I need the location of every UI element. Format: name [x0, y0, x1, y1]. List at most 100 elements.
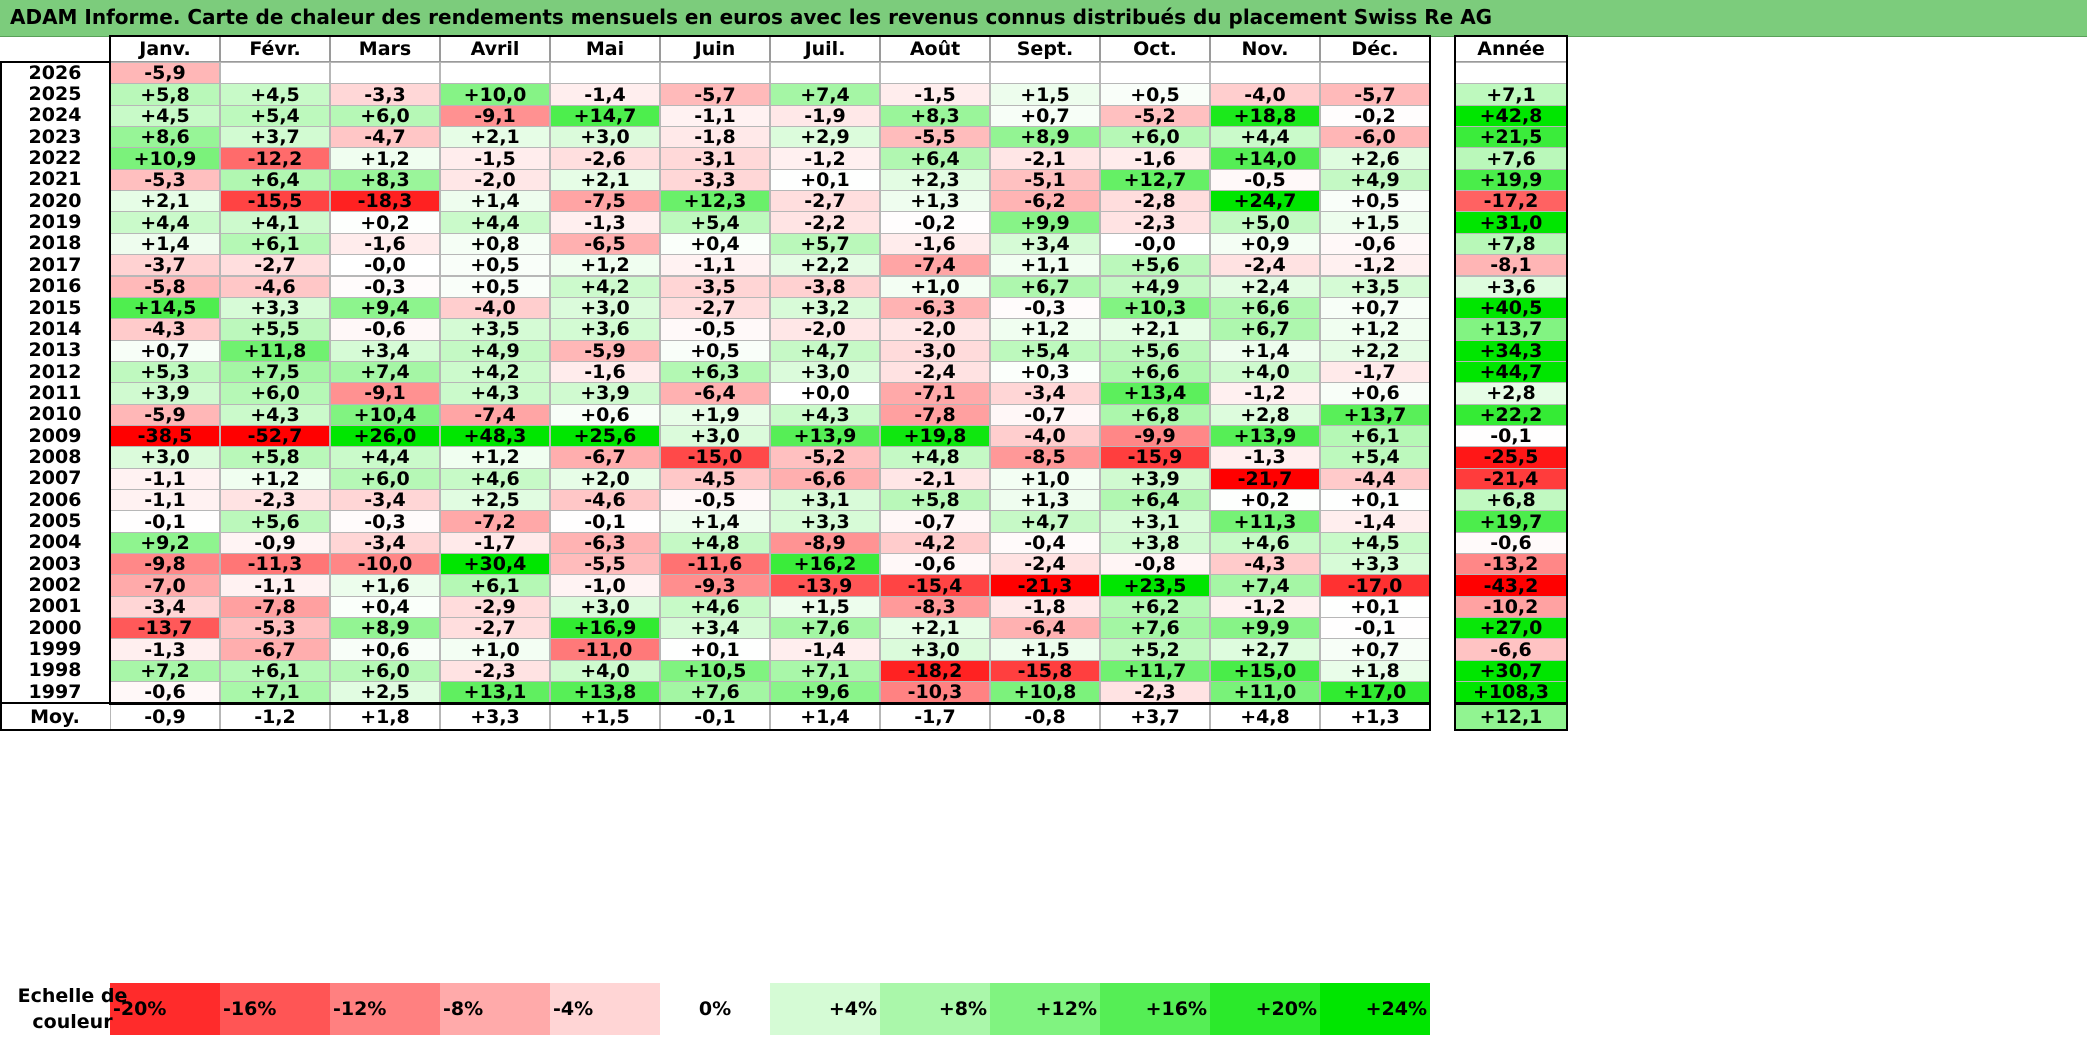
heatmap-cell: +3,2 — [770, 296, 880, 320]
heatmap-cell: -0,6 — [880, 553, 990, 576]
average-cell: +1,8 — [330, 703, 440, 730]
heatmap-cell: -0,8 — [1100, 553, 1210, 576]
heatmap-cell: +0,4 — [660, 232, 770, 256]
heatmap-cell: -2,4 — [990, 553, 1100, 576]
heatmap-cell: +4,3 — [440, 382, 550, 405]
heatmap-cell: +48,3 — [440, 424, 550, 448]
heatmap-cell: -8,9 — [770, 531, 880, 555]
heatmap-cell: +3,0 — [550, 595, 660, 619]
heatmap-cell: -2,4 — [880, 360, 990, 384]
heatmap-cell: +6,3 — [660, 360, 770, 384]
heatmap-cell — [220, 62, 330, 85]
row-year-label: 2007 — [28, 467, 82, 490]
heatmap-cell: +3,0 — [660, 424, 770, 448]
heatmap-cell — [1320, 62, 1430, 85]
annual-cell: +31,0 — [1455, 211, 1567, 234]
heatmap-cell: +4,5 — [110, 104, 220, 128]
heatmap-cell: +1,4 — [110, 232, 220, 256]
heatmap-cell: +5,3 — [110, 360, 220, 384]
heatmap-cell: -0,3 — [330, 510, 440, 533]
heatmap-cell: +2,5 — [440, 489, 550, 512]
heatmap-cell: -1,1 — [220, 574, 330, 597]
heatmap-cell: +3,3 — [220, 296, 330, 320]
row-year-label: 2014 — [28, 317, 82, 340]
heatmap-cell — [440, 62, 550, 85]
heatmap-cell: +7,4 — [1210, 574, 1320, 597]
heatmap-cell: +4,2 — [440, 360, 550, 384]
heatmap-cell: -6,7 — [220, 638, 330, 661]
heatmap-cell: +4,7 — [770, 339, 880, 362]
heatmap-cell: -6,4 — [660, 382, 770, 405]
heatmap-cell: +23,5 — [1100, 574, 1210, 597]
heatmap-cell: -10,0 — [330, 553, 440, 576]
heatmap-cell: -4,7 — [330, 126, 440, 149]
heatmap-cell: +4,6 — [1210, 531, 1320, 555]
heatmap-cell: +1,2 — [990, 318, 1100, 341]
heatmap-cell: -0,4 — [990, 531, 1100, 555]
heatmap-cell: +4,9 — [1100, 275, 1210, 298]
average-cell: -1,2 — [220, 703, 330, 730]
heatmap-cell: +0,7 — [1320, 638, 1430, 661]
heatmap-cell: -7,0 — [110, 574, 220, 597]
heatmap-cell: +16,2 — [770, 553, 880, 576]
heatmap-cell: +4,8 — [880, 446, 990, 469]
heatmap-cell: -1,8 — [660, 126, 770, 149]
heatmap-cell: +3,6 — [550, 318, 660, 341]
heatmap-cell: -1,0 — [550, 574, 660, 597]
row-year-label: 2005 — [28, 510, 82, 533]
heatmap-cell: +6,1 — [1320, 424, 1430, 448]
annual-cell: -10,2 — [1455, 595, 1567, 619]
heatmap-cell: -2,6 — [550, 147, 660, 170]
heatmap-cell: -1,4 — [1320, 510, 1430, 533]
title-bar: ADAM Informe. Carte de chaleur des rende… — [0, 0, 2087, 37]
heatmap-cell: -1,5 — [880, 83, 990, 106]
annual-cell: +21,5 — [1455, 126, 1567, 149]
heatmap-cell: +26,0 — [330, 424, 440, 448]
heatmap-cell: +11,0 — [1210, 681, 1320, 704]
heatmap-cell: +6,4 — [220, 168, 330, 192]
heatmap-cell: -4,0 — [440, 296, 550, 320]
annual-cell: -6,6 — [1455, 638, 1567, 661]
heatmap-cell: +8,9 — [990, 126, 1100, 149]
heatmap-cell: -1,2 — [1320, 254, 1430, 277]
heatmap-cell: -0,3 — [330, 275, 440, 298]
heatmap-cell: +2,0 — [550, 467, 660, 490]
heatmap-cell: -1,5 — [440, 147, 550, 170]
heatmap-cell: +1,1 — [990, 254, 1100, 277]
color-scale-step: +16% — [1100, 983, 1210, 1035]
heatmap-cell: -1,8 — [990, 595, 1100, 619]
heatmap-cell: +10,3 — [1100, 296, 1210, 320]
heatmap-cell: -0,1 — [550, 510, 660, 533]
annual-cell: +19,7 — [1455, 510, 1567, 533]
heatmap-cell: +2,1 — [880, 617, 990, 640]
heatmap-cell: -2,3 — [1100, 211, 1210, 234]
heatmap-cell — [990, 62, 1100, 85]
heatmap-cell: +1,9 — [660, 403, 770, 426]
annual-cell: -0,6 — [1455, 531, 1567, 555]
heatmap-cell: +4,1 — [220, 211, 330, 234]
heatmap-cell: +10,4 — [330, 403, 440, 426]
heatmap-cell: -0,1 — [1320, 617, 1430, 640]
heatmap-cell: +7,4 — [770, 83, 880, 106]
heatmap-cell: +4,5 — [1320, 531, 1430, 555]
heatmap-cell: +14,0 — [1210, 147, 1320, 170]
month-header: Sept. — [990, 36, 1100, 62]
heatmap-cell: +0,7 — [990, 104, 1100, 128]
heatmap-cell: -0,3 — [990, 296, 1100, 320]
heatmap-cell: +5,6 — [220, 510, 330, 533]
heatmap-cell: +5,4 — [660, 211, 770, 234]
heatmap-cell: -3,4 — [330, 531, 440, 555]
heatmap-cell: +4,6 — [440, 467, 550, 490]
heatmap-cell: -2,0 — [880, 318, 990, 341]
heatmap-cell: -5,1 — [990, 168, 1100, 192]
heatmap-cell: -5,9 — [110, 62, 220, 85]
heatmap-cell — [1210, 62, 1320, 85]
heatmap-cell: -1,1 — [110, 489, 220, 512]
heatmap-cell: -7,4 — [440, 403, 550, 426]
heatmap-cell: +1,4 — [660, 510, 770, 533]
heatmap-cell: -4,0 — [1210, 83, 1320, 106]
heatmap-cell: -0,9 — [220, 531, 330, 555]
heatmap-cell: -1,4 — [550, 83, 660, 106]
heatmap-cell: +7,4 — [330, 360, 440, 384]
